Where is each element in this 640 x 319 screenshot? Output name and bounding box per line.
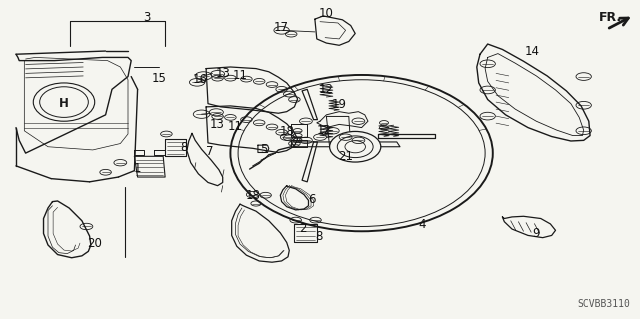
Polygon shape [206, 67, 298, 113]
Text: 11: 11 [228, 120, 243, 133]
Ellipse shape [330, 131, 381, 162]
Text: 12: 12 [316, 124, 332, 137]
Text: SCVBB3110: SCVBB3110 [577, 299, 630, 309]
Polygon shape [44, 201, 91, 258]
Polygon shape [291, 124, 307, 137]
Text: 8: 8 [315, 230, 323, 243]
Polygon shape [477, 44, 590, 141]
Text: 20: 20 [87, 237, 102, 250]
Polygon shape [326, 116, 351, 147]
Text: 18: 18 [279, 125, 294, 138]
Text: 10: 10 [319, 7, 334, 20]
Text: 19: 19 [332, 98, 347, 111]
Polygon shape [280, 186, 308, 210]
Text: H: H [59, 97, 69, 110]
Polygon shape [291, 142, 400, 147]
Polygon shape [187, 133, 223, 186]
Polygon shape [317, 112, 368, 128]
Text: 9: 9 [532, 227, 540, 240]
Polygon shape [165, 139, 186, 156]
Text: 16: 16 [192, 73, 207, 86]
Polygon shape [16, 54, 131, 153]
Text: FR.: FR. [598, 11, 621, 24]
Text: 15: 15 [151, 72, 166, 85]
Text: 3: 3 [143, 11, 151, 24]
Text: 12: 12 [319, 83, 334, 96]
Text: 7: 7 [205, 145, 213, 158]
Text: 14: 14 [525, 45, 540, 57]
Polygon shape [206, 106, 298, 152]
Text: 8: 8 [180, 141, 188, 154]
Text: 13: 13 [215, 67, 230, 80]
Text: 6: 6 [308, 193, 316, 205]
Text: 11: 11 [232, 70, 248, 82]
Text: 21: 21 [338, 150, 353, 163]
Polygon shape [258, 145, 269, 152]
Polygon shape [294, 224, 317, 242]
Text: 18: 18 [245, 189, 260, 202]
Polygon shape [315, 16, 355, 45]
Text: 17: 17 [274, 21, 289, 34]
Text: 1: 1 [133, 162, 141, 174]
Text: 13: 13 [210, 118, 225, 131]
Ellipse shape [33, 83, 95, 121]
Polygon shape [232, 204, 289, 262]
Polygon shape [502, 216, 556, 238]
Polygon shape [291, 140, 307, 147]
Text: 5: 5 [260, 144, 268, 156]
Text: 2: 2 [300, 222, 307, 234]
Text: 4: 4 [419, 219, 426, 231]
Polygon shape [134, 156, 165, 177]
